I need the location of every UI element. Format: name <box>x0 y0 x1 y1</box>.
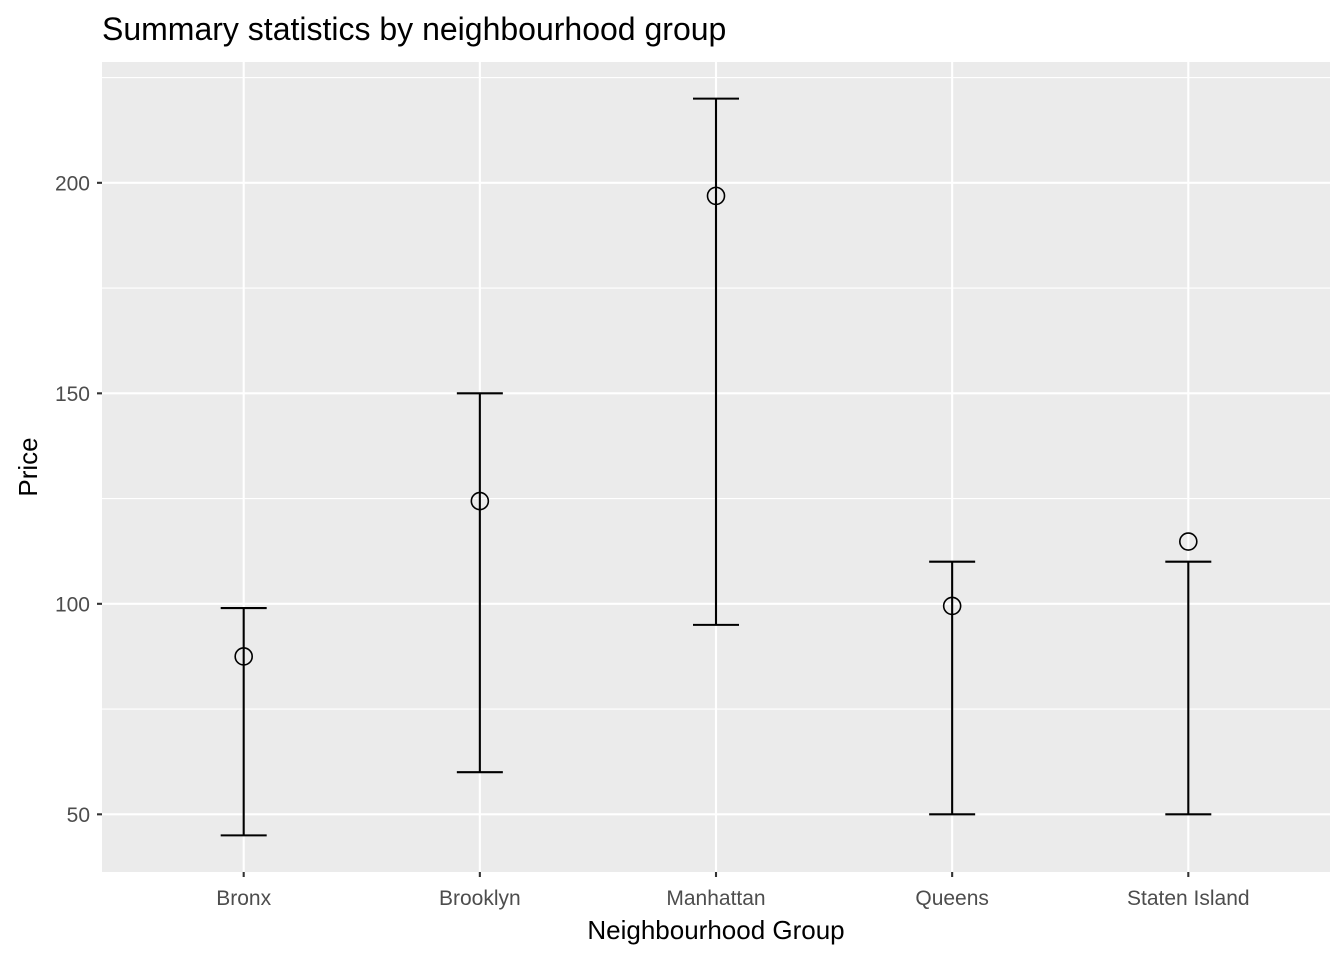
mean-point <box>1179 532 1198 551</box>
x-axis-title: Neighbourhood Group <box>587 915 844 945</box>
chart-title: Summary statistics by neighbourhood grou… <box>102 11 726 47</box>
x-tick-label: Brooklyn <box>439 887 521 910</box>
axes: 50 100 150 200 Bronx Brooklyn Manhattan Queens S… <box>55 172 1250 910</box>
x-tick-label: Manhattan <box>666 887 765 910</box>
errorbar-group <box>929 560 976 816</box>
data-marks <box>220 97 1212 837</box>
mean-point <box>234 647 253 666</box>
y-tick-label: 100 <box>55 593 90 616</box>
errorbar-group <box>693 97 739 626</box>
errorbar-group <box>220 606 267 837</box>
y-tick-label: 50 <box>67 804 90 827</box>
y-axis-title: Price <box>13 437 43 496</box>
x-tick-label: Staten Island <box>1127 887 1250 910</box>
mean-point <box>942 596 962 616</box>
y-tick-label: 200 <box>55 172 90 195</box>
x-tick-label: Queens <box>915 887 989 910</box>
errorbar-group <box>1165 532 1212 816</box>
errorbar-group <box>456 392 503 774</box>
y-tick-label: 150 <box>55 383 90 406</box>
mean-point <box>470 491 490 511</box>
mean-point <box>706 186 726 206</box>
x-tick-label: Bronx <box>216 887 271 910</box>
